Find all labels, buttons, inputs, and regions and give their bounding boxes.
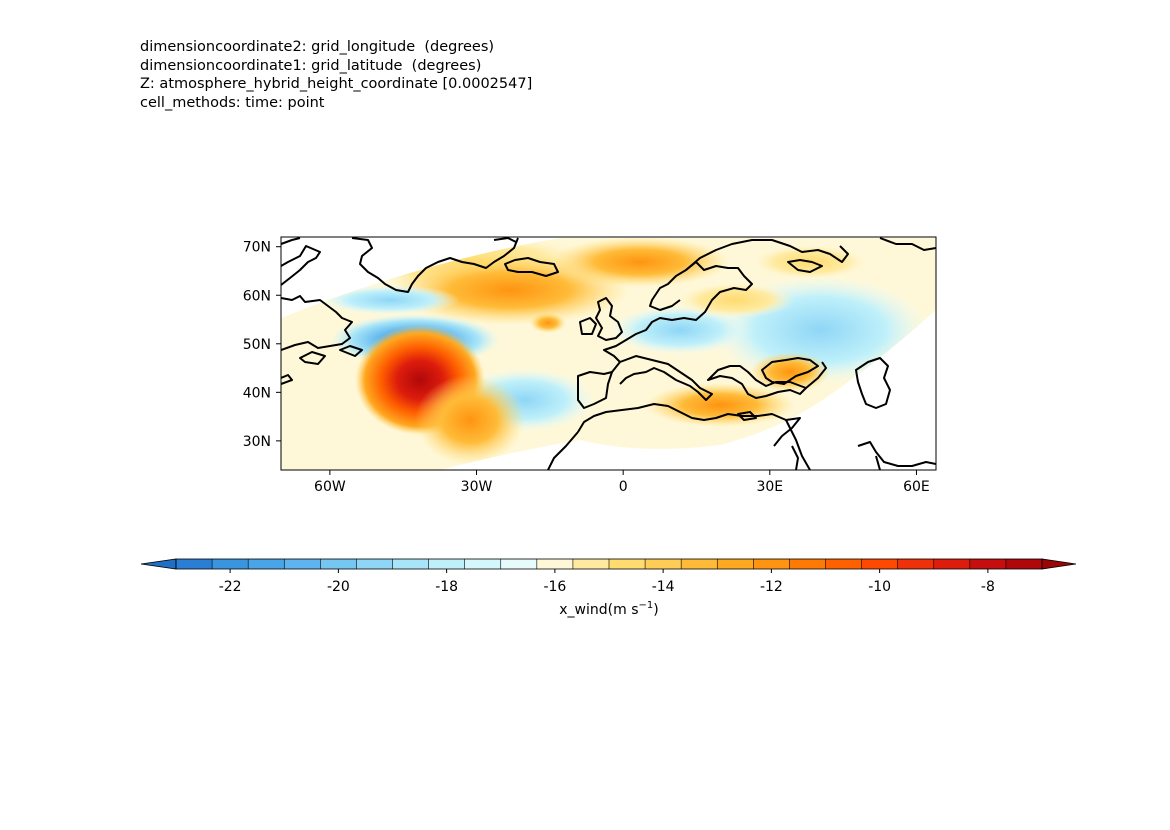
colorbar-swatch xyxy=(753,559,790,569)
map-field xyxy=(281,237,936,470)
colorbar-swatch xyxy=(176,559,213,569)
coast-iberia xyxy=(577,371,613,409)
header-line-4: cell_methods: time: point xyxy=(140,94,325,111)
colorbar-swatch xyxy=(969,559,1007,569)
colorbar-swatch xyxy=(681,559,718,569)
colorbar-swatch xyxy=(933,559,971,569)
colorbar-tick-label: -14 xyxy=(652,579,675,595)
coast-iceland xyxy=(504,257,559,277)
x-tick-label: 30E xyxy=(756,479,783,495)
colorbar-tick-label: -10 xyxy=(868,579,891,595)
colorbar-swatch xyxy=(500,559,538,569)
colorbar-extend-min xyxy=(140,558,177,570)
colorbar-swatch xyxy=(825,559,862,569)
x-tick-label: 0 xyxy=(619,479,628,495)
colorbar-swatch xyxy=(572,559,610,569)
colorbar-swatch xyxy=(536,559,574,569)
colorbar: -22 -20 -18 -16 -14 -12 -10 -8 xyxy=(140,558,1077,595)
colorbar-swatch xyxy=(789,559,826,569)
colorbar-tick-label: -18 xyxy=(435,579,458,595)
colorbar-swatch xyxy=(320,559,357,569)
colorbar-swatch xyxy=(248,559,285,569)
coast-black-sea xyxy=(761,357,819,385)
coast-italy xyxy=(619,355,713,401)
colorbar-tick-label: -8 xyxy=(981,579,995,595)
x-tick-label: 60E xyxy=(903,479,930,495)
colorbar-tick-label: -20 xyxy=(327,579,350,595)
x-tick-label: 30W xyxy=(461,479,493,495)
header-line-2: dimensioncoordinate1: grid_latitude (deg… xyxy=(140,57,482,74)
colorbar-swatch xyxy=(1005,559,1043,569)
coast-caspian xyxy=(855,357,891,409)
x-tick-label: 60W xyxy=(314,479,346,495)
coastlines xyxy=(281,237,936,470)
x-axis: 60W 30W 0 30E 60E xyxy=(314,470,930,495)
coast-north-africa xyxy=(577,403,801,447)
y-tick-label: 60N xyxy=(243,288,271,304)
map-frame xyxy=(280,236,937,471)
y-tick-label: 70N xyxy=(243,240,271,256)
colorbar-label: x_wind(m s−1) xyxy=(559,600,658,618)
colorbar-swatch xyxy=(717,559,754,569)
colorbar-swatch xyxy=(392,559,429,569)
header-line-3: Z: atmosphere_hybrid_height_coordinate [… xyxy=(140,76,533,92)
colorbar-swatch xyxy=(356,559,393,569)
field-blacksea-orange xyxy=(750,352,830,392)
colorbar-swatch xyxy=(645,559,682,569)
coast-newfoundland xyxy=(281,295,353,351)
colorbar-swatch xyxy=(861,559,898,569)
plot-header: dimensioncoordinate2: grid_longitude (de… xyxy=(140,38,532,112)
colorbar-swatch xyxy=(464,559,502,569)
colorbar-extend-max xyxy=(1041,558,1077,570)
colorbar-tick-label: -16 xyxy=(543,579,566,595)
header-line-1: dimensioncoordinate2: grid_longitude (de… xyxy=(140,39,495,55)
coast-barents xyxy=(685,239,849,271)
coast-greenland xyxy=(351,237,519,293)
colorbar-swatch xyxy=(897,559,935,569)
colorbar-outline xyxy=(175,558,1043,570)
colorbar-tick-label: -22 xyxy=(219,579,242,595)
colorbar-swatch xyxy=(609,559,646,569)
colorbar-swatch xyxy=(428,559,465,569)
coast-ireland xyxy=(579,317,597,335)
colorbar-swatch xyxy=(284,559,321,569)
y-axis: 30N 40N 50N 60N 70N xyxy=(243,240,281,450)
y-tick-label: 50N xyxy=(243,337,271,353)
colorbar-tick-label: -12 xyxy=(760,579,783,595)
coast-scandinavia-west xyxy=(603,261,753,373)
coast-britain xyxy=(595,297,623,341)
coast-labrador xyxy=(281,245,321,286)
colorbar-swatch xyxy=(212,559,249,569)
coast-balkans xyxy=(707,365,807,399)
y-tick-label: 30N xyxy=(243,434,271,450)
y-tick-label: 40N xyxy=(243,385,271,401)
